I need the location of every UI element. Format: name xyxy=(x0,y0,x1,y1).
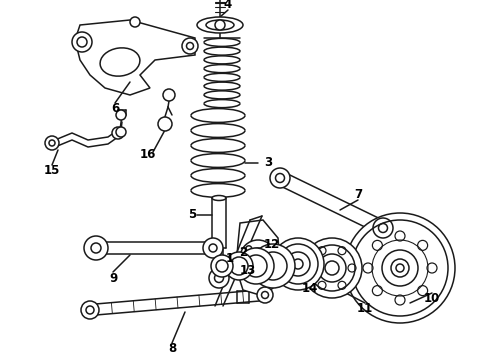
Circle shape xyxy=(345,213,455,323)
Text: 8: 8 xyxy=(168,342,176,355)
Text: 5: 5 xyxy=(188,208,196,221)
Circle shape xyxy=(302,238,362,298)
Text: 6: 6 xyxy=(111,102,119,114)
Circle shape xyxy=(203,238,223,258)
Text: 4: 4 xyxy=(224,0,232,12)
Circle shape xyxy=(396,264,404,272)
Circle shape xyxy=(257,287,273,303)
Text: 14: 14 xyxy=(302,282,318,294)
Circle shape xyxy=(72,32,92,52)
Circle shape xyxy=(45,136,59,150)
Circle shape xyxy=(81,301,99,319)
Text: 2: 2 xyxy=(239,247,247,260)
Circle shape xyxy=(116,110,126,120)
Circle shape xyxy=(182,38,198,54)
Polygon shape xyxy=(90,289,266,315)
Text: 3: 3 xyxy=(264,157,272,170)
Circle shape xyxy=(211,255,233,277)
Circle shape xyxy=(158,117,172,131)
Text: 7: 7 xyxy=(354,189,362,202)
Circle shape xyxy=(163,89,175,101)
Circle shape xyxy=(116,127,126,137)
Text: 1: 1 xyxy=(226,252,234,265)
Text: 12: 12 xyxy=(264,238,280,252)
Circle shape xyxy=(209,268,229,288)
Circle shape xyxy=(215,20,225,30)
Circle shape xyxy=(373,218,393,238)
Text: 9: 9 xyxy=(109,271,117,284)
Circle shape xyxy=(272,238,324,290)
Circle shape xyxy=(382,250,418,286)
Circle shape xyxy=(238,248,274,284)
Text: 11: 11 xyxy=(357,302,373,315)
Ellipse shape xyxy=(206,20,234,30)
Polygon shape xyxy=(236,220,280,296)
Text: 10: 10 xyxy=(424,292,440,305)
Ellipse shape xyxy=(197,17,243,33)
Circle shape xyxy=(270,168,290,188)
Text: 16: 16 xyxy=(140,148,156,162)
Circle shape xyxy=(225,252,253,280)
Text: 15: 15 xyxy=(44,163,60,176)
Circle shape xyxy=(240,240,276,276)
Ellipse shape xyxy=(212,195,226,201)
Circle shape xyxy=(130,17,140,27)
Circle shape xyxy=(251,244,295,288)
Text: 13: 13 xyxy=(240,264,256,276)
Circle shape xyxy=(112,127,124,139)
Polygon shape xyxy=(277,172,386,234)
Circle shape xyxy=(84,236,108,260)
Ellipse shape xyxy=(100,48,140,76)
Polygon shape xyxy=(75,20,195,95)
